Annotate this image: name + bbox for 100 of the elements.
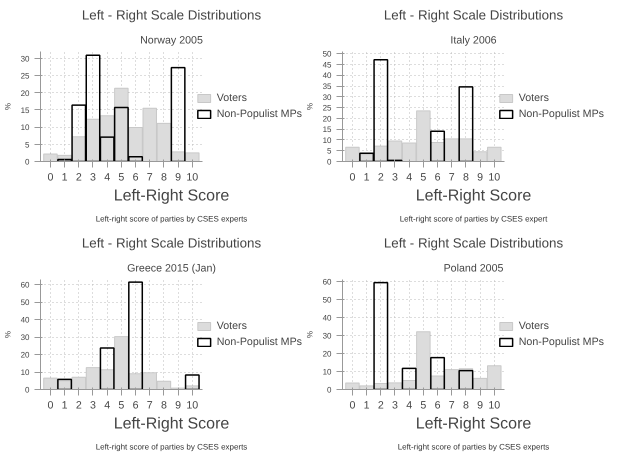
y-tick-label: 20 (20, 350, 30, 360)
chart-title: Left - Right Scale Distributions (384, 236, 564, 250)
x-tick-label: 10 (186, 400, 198, 412)
x-tick-label: 0 (349, 172, 356, 184)
x-tick-label: 7 (146, 172, 153, 184)
x-tick-label: 10 (488, 172, 500, 184)
y-axis-title: % (4, 102, 13, 110)
bar (373, 282, 388, 390)
y-tick-label: 0 (327, 158, 332, 166)
y-tick-label: 30 (20, 54, 30, 64)
y-tick-label: 50 (20, 298, 30, 308)
y-tick-label: 30 (322, 331, 332, 340)
chart-title: Left - Right Scale Distributions (82, 8, 262, 22)
y-tick-label: 50 (322, 295, 332, 304)
y-tick-label: 40 (20, 316, 30, 325)
x-tick-label: 2 (76, 400, 82, 412)
x-axis-title: Left-Right Score (114, 188, 230, 204)
y-tick-label: 20 (20, 88, 30, 98)
x-tick-label: 2 (76, 172, 82, 184)
bar (458, 86, 474, 162)
chart-subtitle: Poland 2005 (444, 262, 504, 274)
x-tick-label: 3 (392, 172, 398, 184)
y-tick-label: 0 (327, 386, 332, 394)
y-tick-label: 10 (20, 123, 30, 132)
y-tick-label: 10 (20, 368, 30, 378)
text: Left-right score of parties by CSES expert (400, 214, 548, 224)
y-axis-title: % (306, 102, 315, 110)
x-tick-label: 0 (47, 400, 54, 412)
x-tick-label: 5 (420, 400, 426, 412)
y-tick-label: 60 (20, 280, 30, 290)
x-tick-label: 8 (462, 400, 469, 412)
legend-label: Voters (216, 320, 247, 332)
y-tick-label: 15 (322, 125, 332, 134)
y-tick-label: 50 (322, 50, 332, 59)
x-tick-label: 1 (364, 172, 370, 184)
y-tick-label: 25 (322, 104, 332, 113)
chart-subtitle: Italy 2006 (450, 34, 497, 46)
y-tick-label: 60 (322, 277, 332, 286)
x-tick-label: 9 (175, 400, 182, 412)
legend-label: Non-Populist MPs (518, 336, 604, 348)
x-tick-label: 3 (392, 400, 398, 412)
x-tick-label: 6 (132, 400, 139, 412)
x-tick-label: 0 (349, 400, 356, 412)
x-tick-label: 7 (146, 400, 153, 412)
y-tick-label: 5 (327, 146, 332, 156)
text: Left-right score of parties by CSES experts (96, 214, 248, 224)
bar (430, 130, 446, 162)
bar (402, 368, 417, 390)
y-tick-label: 20 (322, 349, 332, 358)
x-tick-label: 2 (378, 172, 384, 184)
chart-subtitle: Greece 2015 (Jan) (127, 262, 216, 274)
x-tick-label: 6 (434, 400, 441, 412)
x-tick-label: 5 (420, 172, 426, 184)
x-tick-label: 8 (462, 172, 469, 184)
legend-label: Voters (518, 320, 549, 332)
y-tick-label: 30 (322, 92, 332, 102)
x-axis-title: Left-Right Score (416, 188, 532, 204)
x-tick-label: 4 (104, 172, 110, 184)
y-tick-label: 20 (322, 114, 332, 124)
chart-title: Left - Right Scale Distributions (384, 8, 564, 22)
bar (100, 347, 115, 390)
x-tick-label: 2 (378, 400, 384, 412)
x-tick-label: 5 (118, 400, 124, 412)
x-tick-label: 7 (448, 172, 455, 184)
y-axis-title: % (306, 330, 315, 338)
y-tick-label: 10 (322, 367, 332, 376)
x-tick-label: 1 (62, 400, 68, 412)
x-tick-label: 8 (160, 400, 167, 412)
y-tick-label: 30 (20, 333, 30, 342)
legend-label: Voters (216, 92, 247, 104)
chart-title: Left - Right Scale Distributions (82, 236, 262, 250)
x-tick-label: 6 (132, 172, 139, 184)
y-tick-label: 25 (20, 72, 30, 81)
x-tick-label: 4 (406, 172, 412, 184)
y-tick-label: 40 (322, 71, 332, 80)
x-axis-title: Left-Right Score (416, 416, 532, 432)
bar (128, 281, 144, 390)
x-tick-label: 10 (488, 400, 500, 412)
x-axis-title: Left-Right Score (114, 416, 230, 432)
y-tick-label: 0 (25, 158, 30, 166)
y-axis-title: % (4, 330, 13, 338)
y-tick-label: 45 (322, 60, 332, 70)
x-tick-label: 3 (90, 172, 96, 184)
text: Left-right score of parties by CSES experts (398, 442, 550, 452)
x-tick-label: 9 (477, 172, 484, 184)
legend-label: Non-Populist MPs (216, 108, 302, 120)
y-tick-label: 40 (322, 313, 332, 322)
x-tick-label: 5 (118, 172, 124, 184)
y-tick-label: 5 (25, 140, 30, 150)
chart-subtitle: Norway 2005 (140, 34, 203, 46)
x-tick-label: 1 (364, 400, 370, 412)
x-tick-label: 9 (175, 172, 182, 184)
x-tick-label: 8 (160, 172, 167, 184)
x-tick-label: 4 (406, 400, 412, 412)
y-tick-label: 0 (25, 386, 30, 394)
x-tick-label: 7 (448, 400, 455, 412)
legend-label: Non-Populist MPs (518, 108, 604, 120)
x-tick-label: 4 (104, 400, 110, 412)
x-tick-label: 3 (90, 400, 96, 412)
y-tick-label: 10 (322, 136, 332, 145)
